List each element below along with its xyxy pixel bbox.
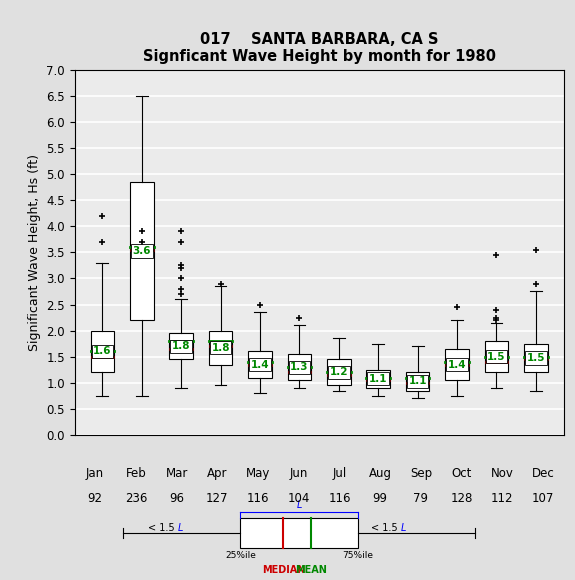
Text: 79: 79 [413,492,428,505]
Text: 1.1: 1.1 [369,374,388,384]
Text: Jun: Jun [290,467,308,480]
Text: 1.5: 1.5 [487,351,506,362]
Text: 104: 104 [288,492,310,505]
Text: Mar: Mar [166,467,188,480]
Bar [240,519,358,549]
Text: 92: 92 [87,492,102,505]
Text: Dec: Dec [532,467,554,480]
Text: 236: 236 [125,492,147,505]
PathPatch shape [130,182,154,320]
Text: 128: 128 [450,492,473,505]
PathPatch shape [406,372,430,391]
PathPatch shape [209,331,232,365]
Text: L: L [296,500,302,510]
Text: 1.6: 1.6 [93,346,112,357]
Text: 1.5: 1.5 [527,353,545,363]
PathPatch shape [288,354,311,380]
Text: < 1.5: < 1.5 [148,523,178,532]
Text: Jan: Jan [86,467,104,480]
PathPatch shape [90,331,114,372]
Text: 1.8: 1.8 [212,343,230,353]
Title: 017    SANTA BARBARA, CA S
Signficant Wave Height by month for 1980: 017 SANTA BARBARA, CA S Signficant Wave … [143,32,496,64]
Text: Sep: Sep [410,467,432,480]
Text: 99: 99 [373,492,388,505]
Text: 116: 116 [328,492,351,505]
Text: < 1.5: < 1.5 [371,523,401,532]
Text: L: L [178,523,183,532]
Text: 107: 107 [532,492,554,505]
Text: L: L [401,523,406,532]
PathPatch shape [524,343,548,372]
Text: 116: 116 [247,492,269,505]
Text: Feb: Feb [125,467,146,480]
PathPatch shape [248,351,272,378]
PathPatch shape [170,333,193,359]
Text: 75%ile: 75%ile [342,551,373,560]
Text: 1.8: 1.8 [172,341,190,351]
Text: 3.6: 3.6 [132,246,151,256]
Text: 96: 96 [169,492,184,505]
Text: 1.4: 1.4 [448,360,466,369]
Text: May: May [246,467,270,480]
PathPatch shape [485,341,508,372]
Text: MEDIAN: MEDIAN [262,565,305,575]
PathPatch shape [327,359,351,385]
Text: Apr: Apr [207,467,228,480]
Y-axis label: Significant Wave Height, Hs (ft): Significant Wave Height, Hs (ft) [28,154,41,351]
Text: 1.2: 1.2 [329,367,348,378]
Text: 1.3: 1.3 [290,362,309,372]
Text: Aug: Aug [369,467,392,480]
Text: 1.1: 1.1 [408,376,427,386]
PathPatch shape [445,349,469,380]
Text: 112: 112 [491,492,513,505]
Text: Nov: Nov [491,467,514,480]
PathPatch shape [366,370,390,388]
Text: Oct: Oct [451,467,472,480]
Text: Jul: Jul [332,467,347,480]
Text: 25%ile: 25%ile [225,551,256,560]
Text: 127: 127 [206,492,228,505]
Text: MEAN: MEAN [295,565,327,575]
Text: 1.4: 1.4 [251,360,269,369]
